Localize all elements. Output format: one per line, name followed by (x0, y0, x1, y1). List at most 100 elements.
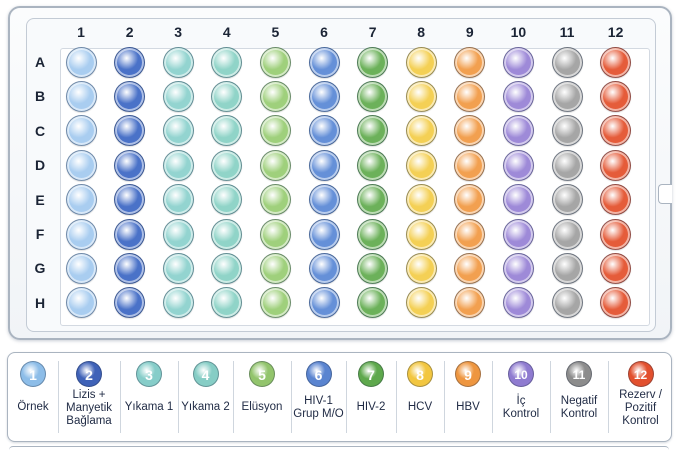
column-label: 5 (271, 24, 280, 40)
legend-label: Negatif Kontrol (560, 395, 598, 420)
well (65, 287, 97, 319)
well (308, 149, 340, 181)
legend-item: 4 Yıkama 2 (178, 353, 233, 443)
well (65, 46, 97, 78)
well (357, 218, 389, 250)
legend-number-badge: 7 (358, 361, 384, 387)
well (454, 149, 486, 181)
legend-number-badge: 6 (305, 361, 332, 387)
well (308, 218, 340, 250)
well (551, 80, 583, 112)
well (162, 149, 194, 181)
well (259, 46, 291, 78)
well (211, 149, 243, 181)
legend-item: 2 Lizis + Manyetik Bağlama (58, 353, 120, 443)
well (502, 46, 534, 78)
well (600, 80, 632, 112)
row-label: F (35, 226, 45, 242)
legend-divider (58, 361, 59, 433)
well (308, 184, 340, 216)
well (259, 218, 291, 250)
well (65, 218, 97, 250)
well (357, 46, 389, 78)
legend-item: 8 HCV (396, 353, 444, 443)
well (600, 252, 632, 284)
well (308, 115, 340, 147)
legend-number-badge: 3 (136, 361, 162, 387)
well (259, 80, 291, 112)
well (65, 252, 97, 284)
well (357, 184, 389, 216)
legend-number-badge: 1 (20, 361, 46, 387)
well (502, 80, 534, 112)
legend-item: 9 HBV (444, 353, 492, 443)
legend-number-badge: 10 (508, 361, 534, 387)
legend-label: Yıkama 2 (181, 401, 230, 413)
legend-divider (346, 361, 347, 433)
legend-number-badge: 4 (192, 361, 219, 387)
legend-label: HIV-2 (356, 401, 386, 413)
well (551, 115, 583, 147)
legend-label: HIV-1 Grup M/O (293, 395, 344, 420)
legend-label: Yıkama 1 (124, 401, 174, 413)
well (405, 184, 437, 216)
well (454, 115, 486, 147)
column-label: 10 (510, 24, 527, 40)
well (357, 287, 389, 319)
legend-divider (608, 361, 609, 433)
legend-divider (120, 361, 121, 433)
legend: 1 Örnek 2 Lizis + Manyetik Bağlama 3 Yıkama 1… (7, 352, 672, 442)
row-label: C (34, 122, 46, 139)
well (454, 46, 486, 78)
well (600, 218, 632, 250)
well (308, 80, 340, 112)
well (211, 252, 243, 284)
well (551, 218, 583, 250)
row-label: H (34, 294, 46, 311)
well (502, 115, 534, 147)
well (114, 287, 146, 319)
well (454, 184, 486, 216)
well (454, 252, 486, 284)
well (600, 46, 632, 78)
well (65, 184, 97, 216)
column-label: 1 (77, 24, 85, 40)
legend-number-badge: 9 (455, 361, 481, 387)
well (502, 252, 534, 284)
column-label: 8 (417, 24, 426, 40)
well (600, 115, 632, 147)
legend-item: 1 Örnek (8, 353, 58, 443)
legend-label: Lizis + Manyetik Bağlama (65, 389, 113, 427)
well (162, 115, 194, 147)
well (308, 46, 340, 78)
well (114, 115, 146, 147)
legend-divider (492, 361, 493, 433)
column-label: 11 (559, 24, 575, 40)
column-label: 12 (607, 24, 624, 40)
plate-notch (658, 184, 672, 204)
legend-divider (444, 361, 445, 433)
legend-item: 5 Elüsyon (233, 353, 291, 443)
well (114, 80, 146, 112)
well (502, 287, 534, 319)
legend-label: İç Kontrol (502, 395, 540, 420)
row-label: B (34, 88, 46, 105)
legend-label: HCV (407, 401, 433, 413)
well (259, 252, 291, 284)
legend-divider (396, 361, 397, 433)
legend-label: Örnek (17, 401, 49, 413)
legend-label: Rezerv / Pozitif Kontrol (619, 389, 662, 427)
legend-divider (178, 361, 179, 433)
well (502, 149, 534, 181)
legend-item: 12 Rezerv / Pozitif Kontrol (608, 353, 673, 443)
row-label: E (35, 191, 45, 208)
well (357, 80, 389, 112)
well (357, 149, 389, 181)
well (162, 252, 194, 284)
column-label: 6 (320, 24, 328, 40)
well (308, 252, 340, 284)
well (211, 115, 243, 147)
well (259, 184, 291, 216)
well (357, 252, 389, 284)
well (405, 218, 437, 250)
